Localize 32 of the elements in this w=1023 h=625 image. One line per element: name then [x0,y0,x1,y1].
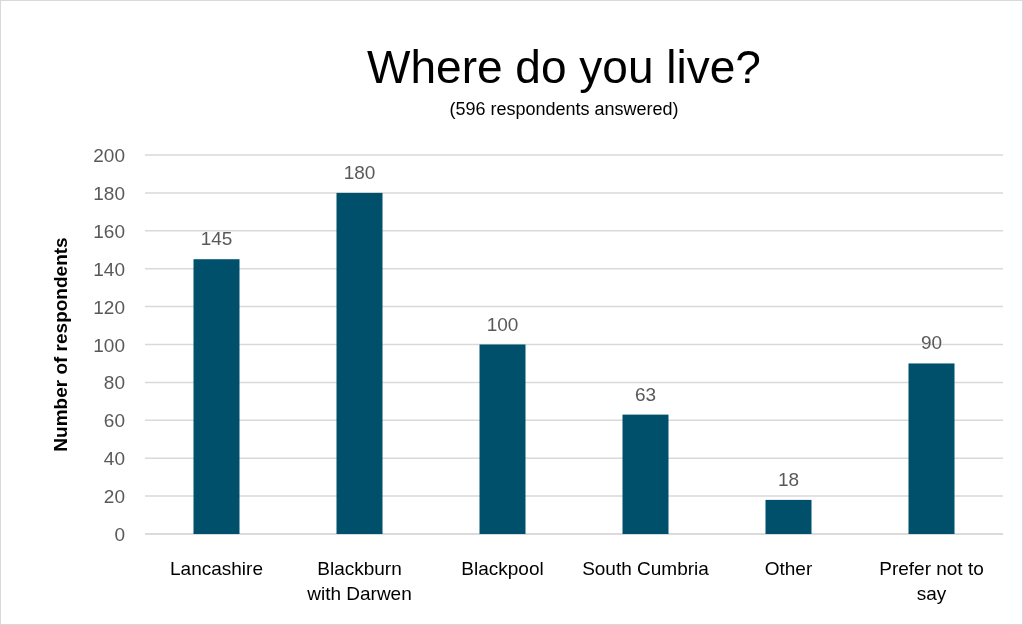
data-label: 145 [200,228,233,250]
data-label: 63 [634,383,657,405]
x-tick-label: Blackburn with Darwen [306,558,412,604]
data-label: 90 [920,332,943,354]
chart-title: Where do you live? [367,41,761,93]
bar [622,414,669,534]
data-label: 180 [343,161,376,183]
y-tick-label: 60 [103,410,125,432]
y-tick-label: 100 [93,334,125,356]
y-tick-label: 140 [93,258,125,280]
x-tick-label: Other [764,558,813,579]
data-label: 18 [777,468,800,490]
y-axis-title: Number of respondents [50,237,71,452]
bar [479,344,526,534]
bar [336,192,383,534]
y-tick-label: 180 [93,182,125,204]
y-tick-label: 0 [114,524,125,545]
x-tick-label: Prefer not to say [879,558,984,604]
x-tick-label: Lancashire [170,558,263,579]
bar [193,259,240,534]
bar [908,363,955,534]
chart-subtitle: (596 respondents answered) [449,99,679,119]
y-tick-label: 80 [103,372,125,394]
data-label: 100 [486,313,519,335]
y-tick-label: 200 [93,145,125,166]
y-tick-label: 120 [93,296,125,318]
y-tick-label: 160 [93,220,125,242]
y-tick-label: 20 [103,486,125,508]
x-tick-label: South Cumbria [582,558,710,579]
y-tick-label: 40 [103,448,125,470]
bar [765,499,812,534]
x-tick-label: Blackpool [461,558,544,579]
